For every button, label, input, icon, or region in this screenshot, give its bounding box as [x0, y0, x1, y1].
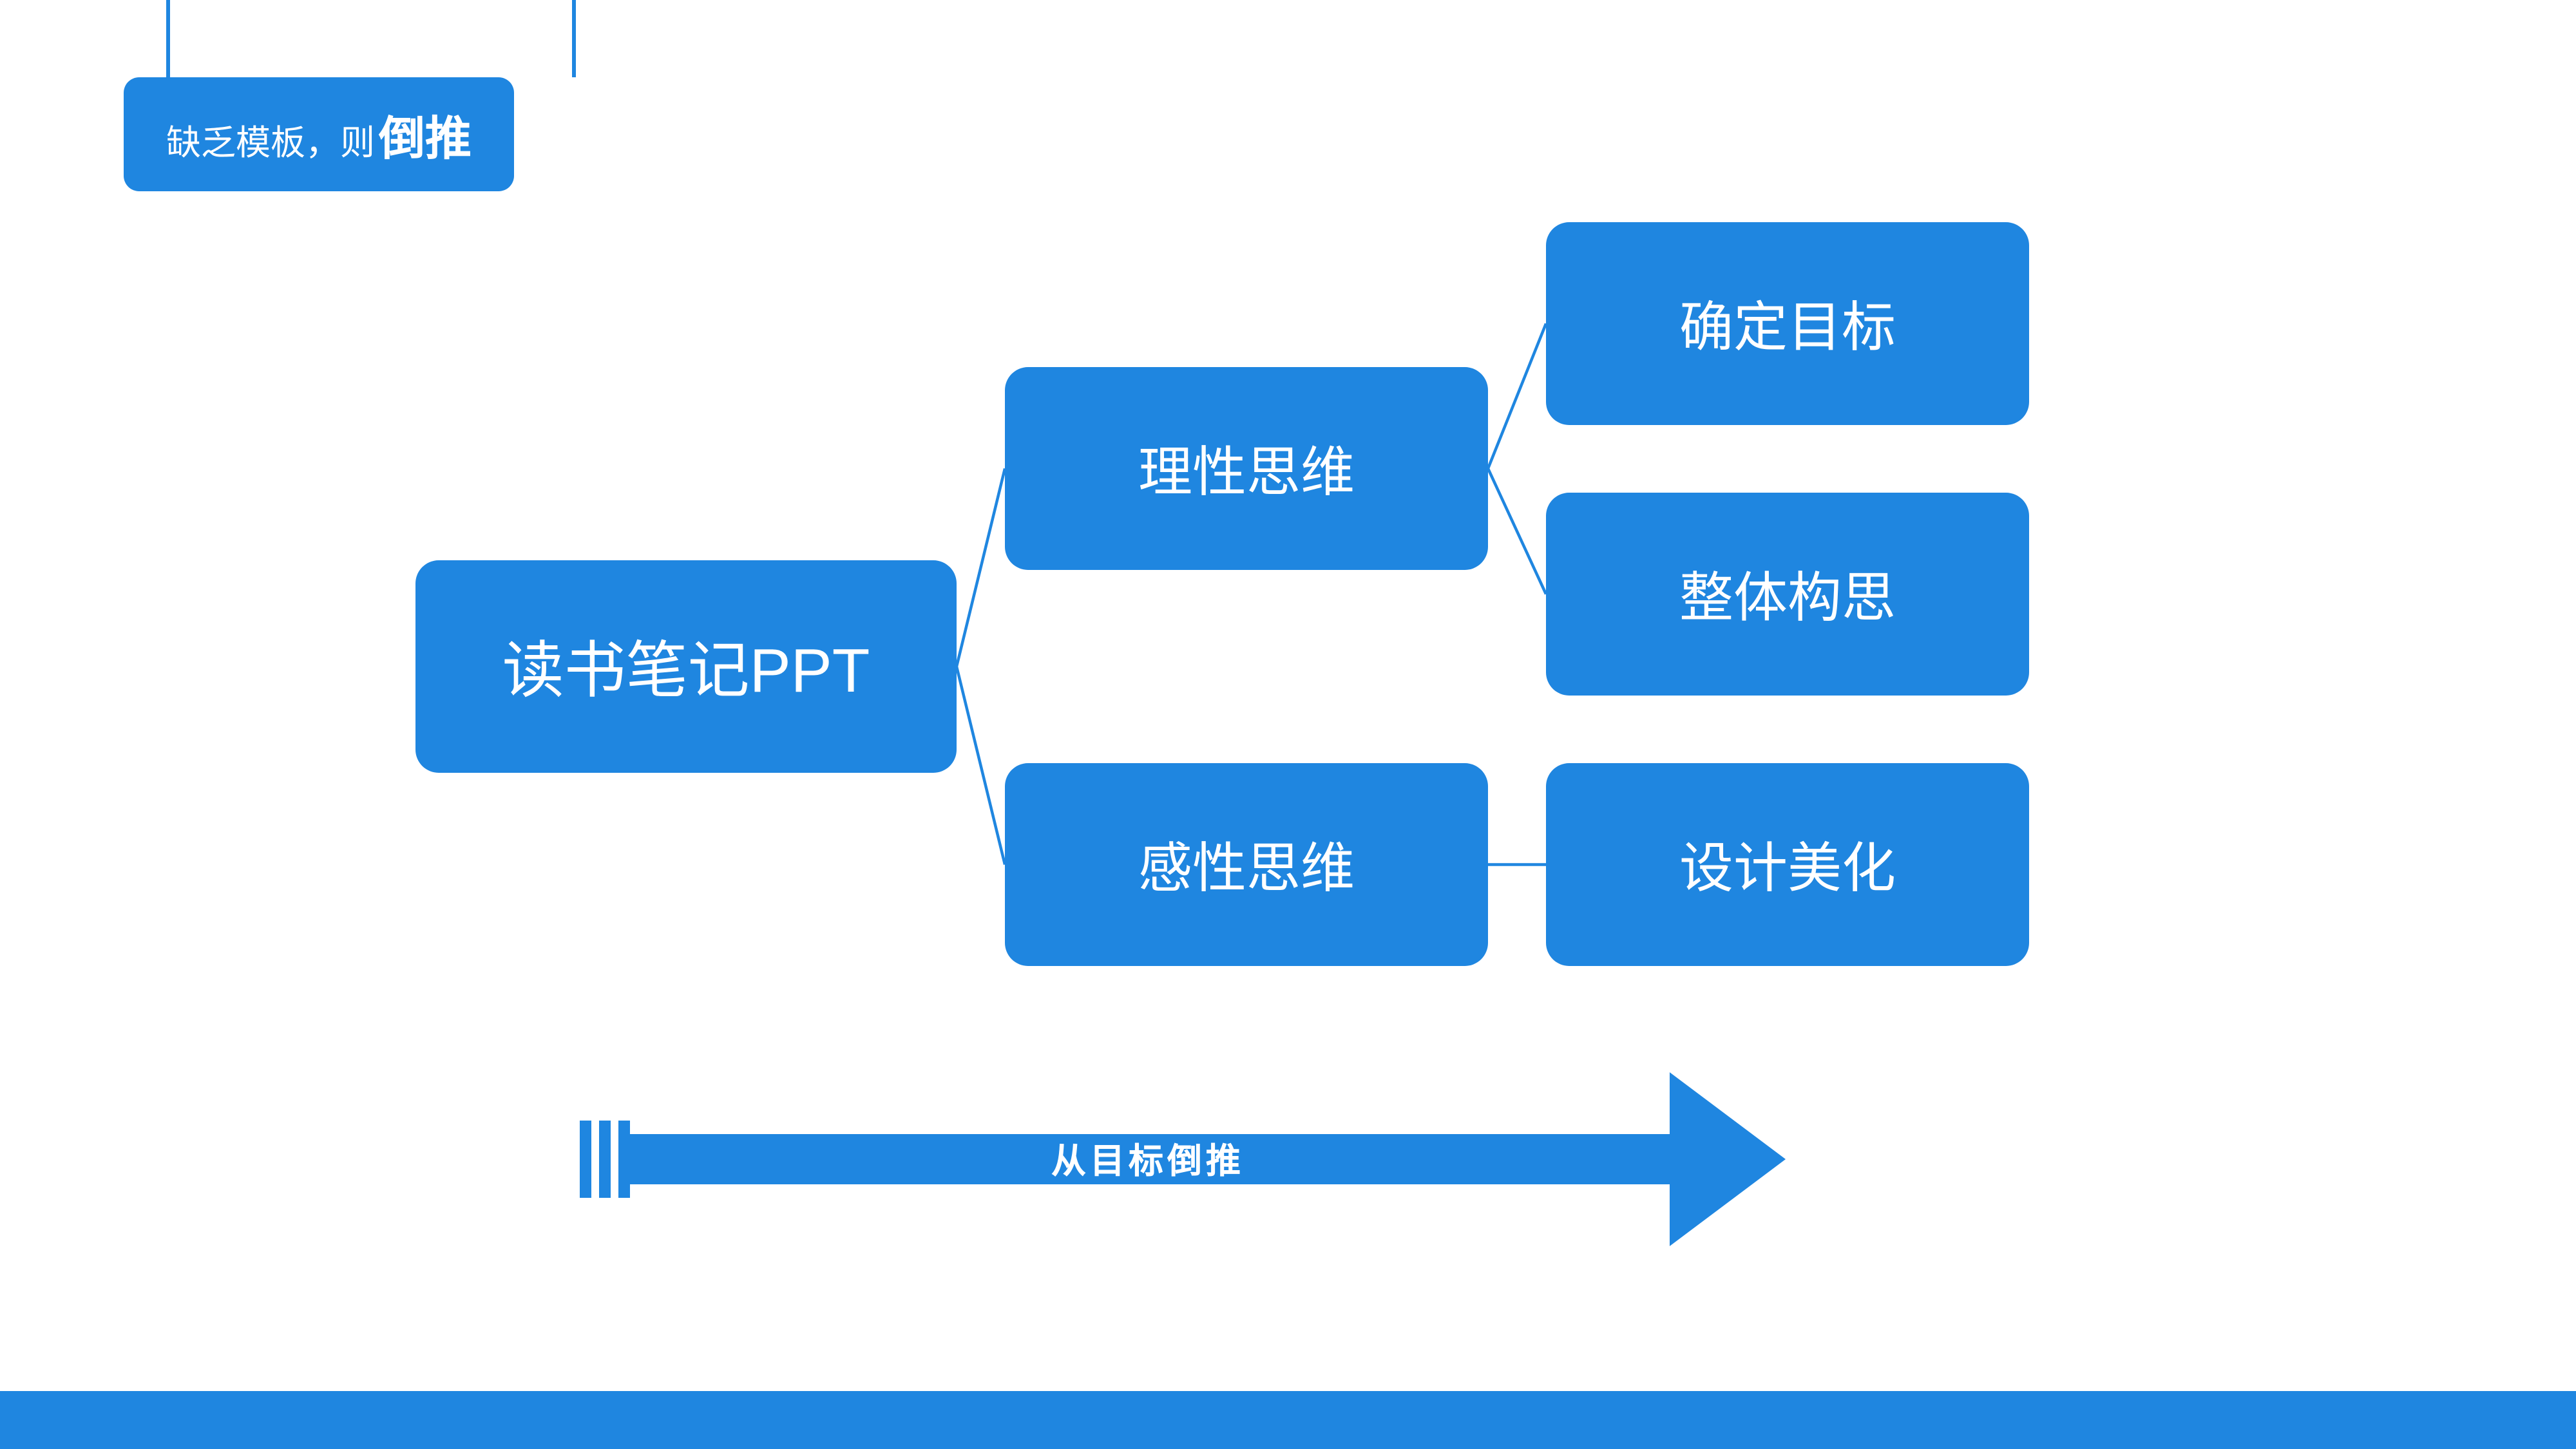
- edge-root-emotional: [957, 667, 1005, 865]
- title-tag: 缺乏模板，则 倒推: [124, 77, 514, 191]
- title-emphasis: 倒推: [379, 100, 472, 168]
- hanger-line: [166, 0, 170, 77]
- slide-canvas: 缺乏模板，则 倒推 读书笔记PPT理性思维感性思维 确定目标整体构思设计美化 从目…: [0, 0, 2576, 1449]
- edge-rational-goal: [1488, 324, 1546, 469]
- title-prefix: 缺乏模板，则: [166, 116, 375, 166]
- arrow-bars-icon: [580, 1121, 630, 1198]
- node-concept: 整体构思: [1546, 493, 2029, 696]
- edge-root-rational: [957, 469, 1005, 667]
- node-rational: 理性思维: [1005, 367, 1488, 570]
- node-design: 设计美化: [1546, 763, 2029, 966]
- node-emotional: 感性思维: [1005, 763, 1488, 966]
- edge-rational-concept: [1488, 469, 1546, 594]
- footer-bar: [0, 1391, 2576, 1449]
- node-root: 读书笔记PPT: [415, 560, 957, 773]
- arrow-head-icon: [1670, 1072, 1786, 1246]
- hanger-line: [572, 0, 576, 77]
- node-goal: 确定目标: [1546, 222, 2029, 425]
- arrow: 从目标倒推: [580, 1072, 1817, 1246]
- arrow-label: 从目标倒推: [626, 1134, 1670, 1184]
